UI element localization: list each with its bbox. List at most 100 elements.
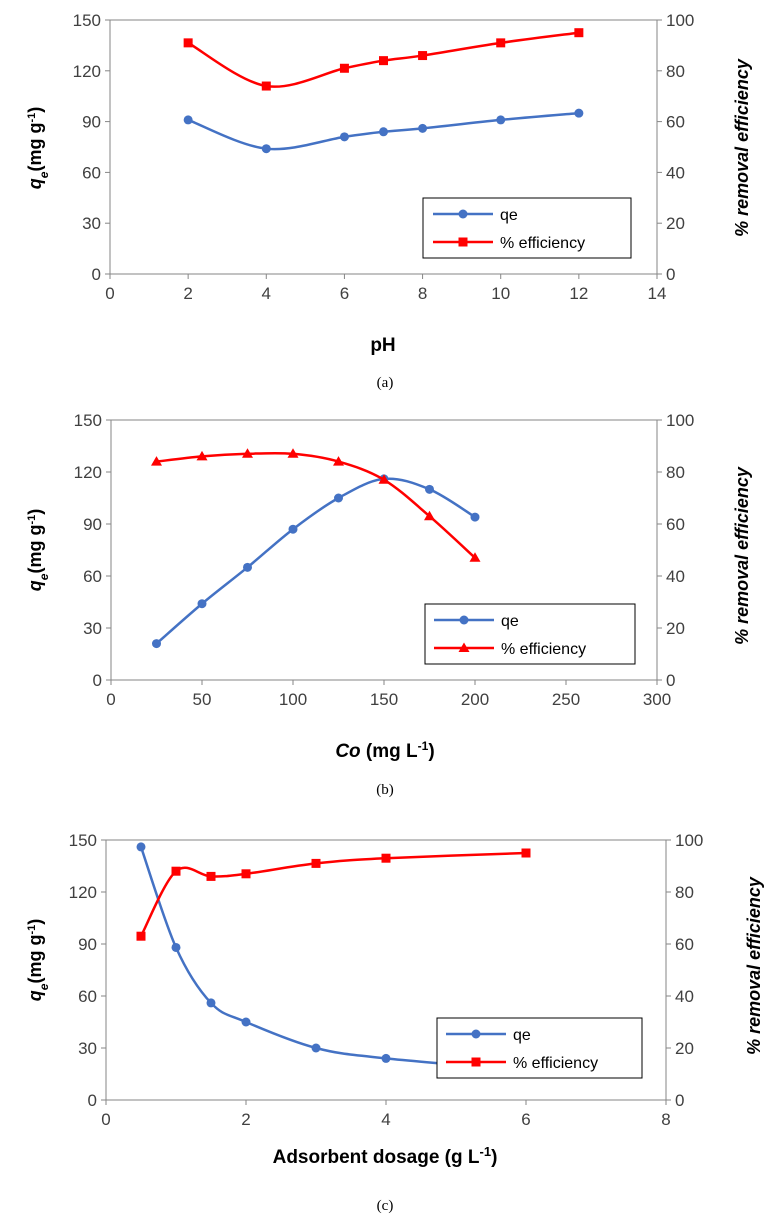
data-point-qe	[311, 1043, 321, 1053]
legend: qe % efficiency	[424, 603, 636, 665]
legend-label-qe: qe	[501, 613, 519, 630]
y-tick-label: 120	[73, 62, 101, 81]
x-tick-label: 8	[661, 1110, 670, 1129]
data-point-qe	[288, 524, 298, 534]
data-point-efficiency	[496, 38, 506, 48]
y2-tick-label: 40	[666, 163, 685, 182]
data-point-qe	[152, 639, 161, 649]
y-tick-label: 120	[74, 463, 102, 482]
y2-tick-label: 60	[675, 935, 694, 954]
caption-c: (c)	[377, 1198, 394, 1214]
x-tick-label: 2	[183, 284, 192, 303]
data-point-efficiency	[261, 81, 271, 91]
x-tick-label: 0	[106, 690, 115, 709]
y2-axis-title: % removal efficiency	[732, 58, 752, 237]
y-tick-label: 90	[82, 113, 101, 132]
legend-label-efficiency: % efficiency	[501, 641, 586, 658]
y-tick-label: 60	[83, 567, 102, 586]
legend-label-efficiency: % efficiency	[513, 1055, 598, 1072]
data-point-efficiency	[206, 871, 216, 881]
x-tick-label: 6	[340, 284, 349, 303]
y-tick-label: 60	[82, 163, 101, 182]
x-axis-title: Co (mg L-1)	[335, 739, 434, 762]
data-point-qe	[261, 144, 271, 154]
y2-tick-label: 80	[666, 62, 685, 81]
data-point-qe	[496, 115, 506, 125]
legend: qe % efficiency	[436, 1017, 643, 1079]
y2-tick-label: 60	[666, 113, 685, 132]
x-axis-title: Adsorbent dosage (g L-1)	[273, 1144, 498, 1169]
x-tick-label: 0	[105, 284, 114, 303]
x-tick-label: 300	[643, 690, 671, 709]
chart-b: 0 50 100 150 200 250 3000306090120150020406080…	[25, 411, 752, 798]
data-point-efficiency	[287, 448, 299, 458]
data-point-qe	[418, 123, 428, 133]
data-point-efficiency	[378, 474, 390, 484]
y2-tick-label: 20	[666, 214, 685, 233]
y-tick-label: 30	[78, 1039, 97, 1058]
data-point-efficiency	[171, 866, 181, 876]
data-point-efficiency	[311, 858, 321, 868]
legend-box	[424, 603, 636, 665]
y-tick-label: 0	[92, 265, 101, 284]
series-line-efficiency	[156, 451, 476, 559]
x-tick-label: 150	[370, 690, 398, 709]
y-tick-label: 150	[74, 411, 102, 430]
y-tick-label: 120	[69, 883, 97, 902]
y2-tick-label: 80	[675, 883, 694, 902]
x-tick-label: 4	[381, 1110, 390, 1129]
y2-tick-label: 20	[675, 1039, 694, 1058]
data-point-efficiency	[333, 456, 344, 466]
data-point-efficiency	[339, 63, 349, 73]
data-point-efficiency	[574, 28, 584, 38]
y-tick-label: 60	[78, 987, 97, 1006]
data-point-efficiency	[469, 552, 481, 562]
legend-marker-qe	[458, 209, 468, 219]
legend-label-qe: qe	[513, 1027, 531, 1044]
data-point-qe	[136, 842, 146, 852]
y-tick-label: 30	[82, 214, 101, 233]
data-point-qe	[197, 599, 207, 609]
data-point-efficiency	[183, 38, 193, 48]
plot-area-frame	[109, 19, 658, 275]
legend-marker-qe	[471, 1029, 481, 1039]
y2-axis-title: % removal efficiency	[732, 466, 752, 645]
y2-tick-label: 0	[666, 671, 675, 690]
x-tick-label: 100	[279, 690, 307, 709]
data-point-qe	[381, 1053, 391, 1063]
x-tick-label: 50	[193, 690, 212, 709]
y-tick-label: 150	[69, 831, 97, 850]
y2-tick-label: 100	[675, 831, 703, 850]
data-point-qe	[241, 1017, 251, 1027]
legend-label-efficiency: % efficiency	[500, 235, 585, 252]
data-point-efficiency	[381, 853, 391, 863]
caption-b: (b)	[376, 782, 394, 798]
data-point-qe	[171, 942, 181, 952]
x-tick-label: 200	[461, 690, 489, 709]
x-tick-label: 6	[521, 1110, 530, 1129]
x-tick-label: 2	[241, 1110, 250, 1129]
x-tick-label: 10	[491, 284, 510, 303]
caption-a: (a)	[377, 375, 394, 391]
y-axis-title: qe(mg g-1)	[25, 919, 51, 1001]
legend-marker-efficiency	[458, 642, 470, 652]
y2-axis-title: % removal efficiency	[744, 876, 764, 1055]
y2-tick-label: 100	[666, 411, 694, 430]
series-line-efficiency	[139, 851, 527, 937]
data-point-qe	[470, 512, 480, 522]
data-point-efficiency	[136, 931, 146, 941]
data-point-efficiency	[151, 456, 162, 466]
data-point-qe	[243, 562, 252, 572]
legend-marker-efficiency	[471, 1057, 481, 1067]
data-point-efficiency	[379, 56, 388, 66]
data-point-qe	[206, 998, 216, 1008]
x-tick-label: 4	[262, 284, 271, 303]
x-tick-label: 250	[552, 690, 580, 709]
data-point-efficiency	[241, 869, 251, 879]
legend-marker-efficiency	[458, 237, 468, 247]
data-point-efficiency	[521, 848, 531, 858]
y-tick-label: 30	[83, 619, 102, 638]
legend-box	[422, 197, 632, 259]
